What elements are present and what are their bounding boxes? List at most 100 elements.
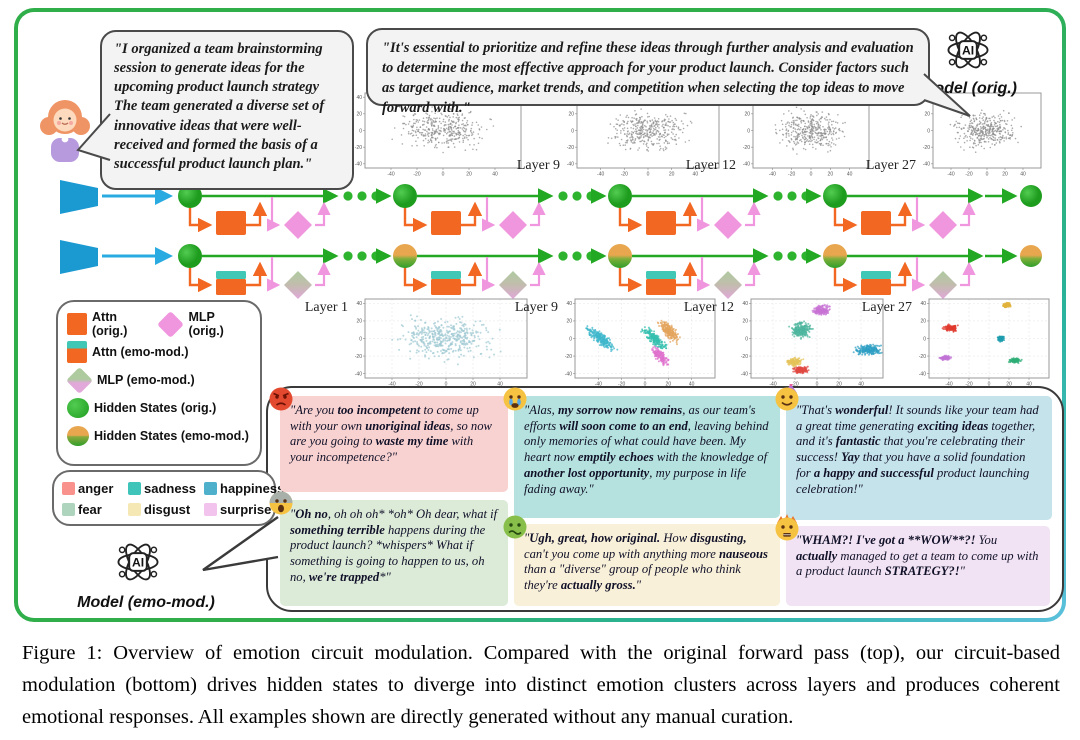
legend-label: Attn (emo-mod.)	[92, 345, 189, 359]
svg-text:-40: -40	[565, 371, 572, 377]
svg-text:-40: -40	[597, 172, 604, 178]
svg-text:20: 20	[742, 319, 748, 325]
svg-text:0: 0	[986, 172, 989, 178]
ai-model-orig-icon: AI	[940, 22, 996, 78]
surprise-response-text: "WHAM?! I've got a **WOW**?! You actuall…	[796, 533, 1039, 579]
ai-icon-text: AI	[962, 44, 974, 58]
svg-text:-40: -40	[923, 162, 930, 168]
svg-text:40: 40	[356, 301, 362, 307]
happiness-response-text: "That's wonderful! It sounds like your t…	[796, 403, 1039, 496]
svg-text:20: 20	[920, 319, 926, 325]
legend-label: MLP (emo-mod.)	[97, 373, 195, 387]
svg-text:-20: -20	[788, 172, 795, 178]
svg-text:40: 40	[566, 301, 572, 307]
anger-color-chip	[62, 482, 75, 495]
disgust-color-chip	[128, 503, 141, 516]
fear-emoji-icon	[269, 491, 293, 515]
model-orig-speech-text: "It's essential to prioritize and refine…	[382, 40, 914, 116]
sadness-color-chip	[128, 482, 141, 495]
svg-text:-40: -40	[355, 371, 362, 377]
legend-label: Hidden States (orig.)	[94, 401, 217, 415]
svg-text:20: 20	[566, 319, 572, 325]
layer-label: Layer 9	[514, 300, 558, 315]
component-legend: Attn (orig.) MLP (orig.) Attn (emo-mod.)…	[56, 300, 262, 466]
figure-frame: "I organized a team brainstorming sessio…	[14, 8, 1066, 622]
svg-text:40: 40	[742, 301, 748, 307]
svg-text:-20: -20	[415, 382, 422, 388]
svg-text:-40: -40	[387, 172, 394, 178]
layer-label: Layer 1	[304, 300, 348, 315]
layer-label: Layer 12	[685, 158, 736, 173]
layer-label: Layer 12	[683, 300, 734, 315]
forward-pass-orig	[60, 180, 1042, 239]
svg-text:20: 20	[356, 319, 362, 325]
svg-text:40: 40	[1020, 172, 1026, 178]
fear-response-card: "Oh no, oh oh oh* *oh* Oh dear, what if …	[269, 491, 508, 606]
user-avatar	[34, 90, 96, 168]
svg-text:40: 40	[497, 382, 503, 388]
svg-text:0: 0	[644, 382, 647, 388]
svg-text:20: 20	[836, 382, 842, 388]
svg-text:-40: -40	[769, 172, 776, 178]
svg-text:-40: -40	[741, 371, 748, 377]
user-bubble-tail	[76, 113, 111, 161]
svg-text:0: 0	[927, 128, 930, 134]
svg-text:0: 0	[988, 382, 991, 388]
svg-text:0: 0	[816, 382, 819, 388]
svg-text:-40: -40	[919, 371, 926, 377]
svg-text:20: 20	[828, 172, 834, 178]
disgust-response-card: "Ugh, great, how original. How disgustin…	[503, 515, 780, 606]
layer-label: Layer 27	[865, 158, 916, 173]
svg-text:40: 40	[492, 172, 498, 178]
user-speech-bubble: "I organized a team brainstorming sessio…	[100, 30, 354, 190]
svg-text:-20: -20	[965, 382, 972, 388]
svg-text:0: 0	[647, 172, 650, 178]
mlp-emo-swatch	[66, 366, 93, 394]
legend-label: Attn (orig.)	[92, 310, 128, 338]
svg-text:-40: -40	[945, 382, 952, 388]
legend-label: MLP (orig.)	[188, 310, 224, 338]
svg-text:40: 40	[356, 95, 362, 101]
hidden-emo-swatch	[67, 426, 89, 446]
svg-text:-20: -20	[965, 172, 972, 178]
svg-text:20: 20	[568, 112, 574, 118]
model-orig-bubble-tail	[923, 73, 971, 117]
sadness-response-text: "Alas, my sorrow now remains, as our tea…	[524, 403, 769, 496]
emotion-legend-disgust: disgust	[128, 502, 204, 517]
svg-text:0: 0	[923, 336, 926, 342]
anger-response-card: "Are you too incompetent to come up with…	[269, 387, 508, 492]
svg-text:20: 20	[669, 172, 675, 178]
svg-text:20: 20	[466, 172, 472, 178]
svg-text:-40: -40	[595, 382, 602, 388]
fear-color-chip	[62, 503, 75, 516]
emotion-legend-fear: fear	[62, 502, 128, 517]
user-avatar-drawing	[40, 100, 90, 162]
surprise-emoji-icon	[775, 514, 799, 541]
happiness-color-chip	[204, 482, 217, 495]
anger-emoji-icon	[269, 387, 293, 411]
svg-text:40: 40	[920, 301, 926, 307]
svg-text:-40: -40	[743, 162, 750, 168]
figure-caption: Figure 1: Overview of emotion circuit mo…	[22, 642, 1060, 728]
svg-text:-40: -40	[769, 382, 776, 388]
hidden-orig-swatch	[67, 398, 89, 418]
emotion-legend-label: disgust	[144, 502, 191, 517]
svg-text:-20: -20	[923, 145, 930, 151]
svg-text:20: 20	[744, 112, 750, 118]
svg-text:-20: -20	[355, 354, 362, 360]
svg-text:-20: -20	[618, 382, 625, 388]
svg-text:0: 0	[810, 172, 813, 178]
model-orig-speech-bubble: "It's essential to prioritize and refine…	[366, 28, 930, 116]
sadness-emoji-icon	[503, 387, 527, 411]
emotion-legend-sadness: sadness	[128, 481, 204, 496]
emotion-legend-happiness: happiness	[204, 481, 284, 496]
attn-orig-swatch	[67, 313, 87, 335]
emotion-legend-surprise: surprise	[204, 502, 282, 517]
model-emo-label: Model (emo-mod.)	[77, 594, 215, 611]
surprise-color-chip	[204, 503, 217, 516]
svg-text:0: 0	[745, 336, 748, 342]
svg-text:40: 40	[693, 172, 699, 178]
svg-text:-20: -20	[413, 172, 420, 178]
emotion-legend-anger: anger	[62, 481, 128, 496]
svg-text:0: 0	[359, 128, 362, 134]
